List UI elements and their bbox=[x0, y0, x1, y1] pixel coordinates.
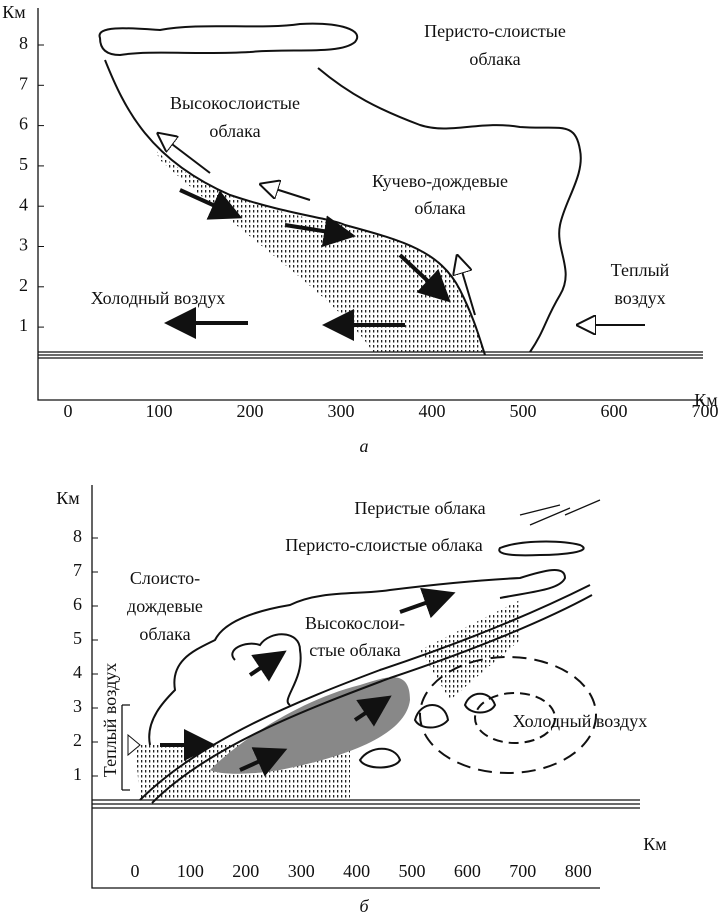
panel-a bbox=[37, 8, 703, 401]
label: Перисто-слоистые облака bbox=[285, 535, 482, 555]
arrow bbox=[353, 695, 392, 727]
x-tick-label: 100 bbox=[177, 861, 204, 881]
y-tick-label: 5 bbox=[73, 628, 82, 648]
x-tick-label: 500 bbox=[510, 401, 537, 421]
y-tick-label: 7 bbox=[73, 560, 82, 580]
x-tick-label: 300 bbox=[288, 861, 315, 881]
arrow bbox=[398, 253, 451, 303]
y-tick-label: 1 bbox=[73, 764, 82, 784]
y-tick-label: 3 bbox=[73, 696, 82, 716]
bracket bbox=[121, 704, 130, 791]
axis-frame bbox=[91, 485, 600, 889]
arrow bbox=[399, 587, 456, 619]
y-axis-label: Км bbox=[2, 2, 25, 22]
y-tick-label: 1 bbox=[19, 315, 28, 335]
cloud-outline bbox=[231, 633, 302, 706]
x-tick-label: 600 bbox=[454, 861, 481, 881]
label-line: Кучево-дождевые bbox=[372, 171, 508, 191]
x-tick-label: 100 bbox=[146, 401, 173, 421]
ground bbox=[92, 799, 640, 809]
panel-b bbox=[91, 485, 640, 889]
label: Высокослои-стые облака bbox=[305, 613, 405, 660]
caption: б bbox=[359, 896, 369, 916]
cloud-boundary bbox=[317, 67, 582, 353]
x-tick-label: 300 bbox=[328, 401, 355, 421]
axis-frame bbox=[37, 8, 703, 401]
cloud bbox=[98, 22, 358, 57]
x-tick-label: 200 bbox=[232, 861, 259, 881]
x-axis-label: Км bbox=[694, 390, 717, 410]
label: Холодный воздух bbox=[91, 288, 225, 308]
arrow bbox=[458, 258, 476, 316]
circulation bbox=[419, 656, 597, 774]
circulation bbox=[474, 692, 556, 744]
x-tick-label: 0 bbox=[131, 861, 140, 881]
y-tick-label: 8 bbox=[19, 33, 28, 53]
x-tick-label: 400 bbox=[343, 861, 370, 881]
label-line: Слоисто- bbox=[130, 568, 200, 588]
label-line: Перистые облака bbox=[354, 498, 485, 518]
x-tick-label: 0 bbox=[64, 401, 73, 421]
precipitation bbox=[135, 600, 520, 800]
y-tick-label: 3 bbox=[19, 235, 28, 255]
cirrus bbox=[519, 499, 601, 526]
arrow bbox=[160, 135, 211, 174]
arrow bbox=[248, 650, 287, 682]
y-tick-label: 6 bbox=[19, 114, 28, 134]
label-line: облака bbox=[209, 121, 260, 141]
label-line: стые облака bbox=[309, 640, 401, 660]
y-tick-label: 4 bbox=[73, 662, 82, 682]
cloud-outline bbox=[148, 569, 567, 746]
cloud bbox=[498, 540, 585, 557]
x-tick-label: 800 bbox=[565, 861, 592, 881]
y-tick-label: 7 bbox=[19, 73, 28, 93]
x-tick-label: 200 bbox=[237, 401, 264, 421]
x-tick-label: 400 bbox=[419, 401, 446, 421]
arrow bbox=[239, 747, 288, 777]
label: Холодный воздух bbox=[513, 711, 647, 731]
label-line: Холодный воздух bbox=[91, 288, 225, 308]
label-line: Холодный воздух bbox=[513, 711, 647, 731]
y-tick-label: 4 bbox=[19, 194, 28, 214]
y-tick-label: 2 bbox=[19, 275, 28, 295]
y-tick-label: 6 bbox=[73, 594, 82, 614]
label-line: облака bbox=[414, 198, 465, 218]
label: Перисто-слоистые облака bbox=[424, 21, 566, 69]
arrow bbox=[263, 185, 311, 201]
ground bbox=[38, 351, 703, 359]
label-line: Перисто-слоистые облака bbox=[285, 535, 482, 555]
label-line: Высокослоистые bbox=[170, 93, 300, 113]
y-axis-label: Км bbox=[56, 488, 79, 508]
caption: а bbox=[360, 436, 369, 456]
label: Слоисто-дождевые облака bbox=[127, 568, 203, 644]
arrow bbox=[179, 188, 243, 220]
label-line: Теплый bbox=[611, 260, 670, 280]
label-line: Теплый воздух bbox=[100, 663, 120, 777]
cloud-dark bbox=[210, 677, 410, 774]
x-axis-label: Км bbox=[643, 834, 666, 854]
label: Перистые облака bbox=[354, 498, 485, 518]
x-tick-label: 500 bbox=[399, 861, 426, 881]
x-tick-label: 700 bbox=[692, 401, 719, 421]
y-tick-label: 8 bbox=[73, 526, 82, 546]
label-line: воздух bbox=[614, 288, 665, 308]
label-line: облака bbox=[139, 624, 190, 644]
arrow bbox=[284, 215, 356, 248]
y-tick-label: 5 bbox=[19, 154, 28, 174]
label: Кучево-дождевые облака bbox=[372, 171, 508, 218]
label-line: Высокослои- bbox=[305, 613, 405, 633]
x-tick-label: 700 bbox=[509, 861, 536, 881]
arrow bbox=[127, 733, 141, 757]
x-tick-label: 600 bbox=[601, 401, 628, 421]
label-line: дождевые bbox=[127, 596, 203, 616]
label: Теплый воздух bbox=[611, 260, 670, 308]
label: Теплый воздух bbox=[100, 663, 120, 777]
cloud bbox=[358, 692, 497, 769]
y-tick-label: 2 bbox=[73, 730, 82, 750]
label: Высокослоистые облака bbox=[170, 93, 300, 141]
label-line: Перисто-слоистые bbox=[424, 21, 566, 41]
label-line: облака bbox=[469, 49, 520, 69]
